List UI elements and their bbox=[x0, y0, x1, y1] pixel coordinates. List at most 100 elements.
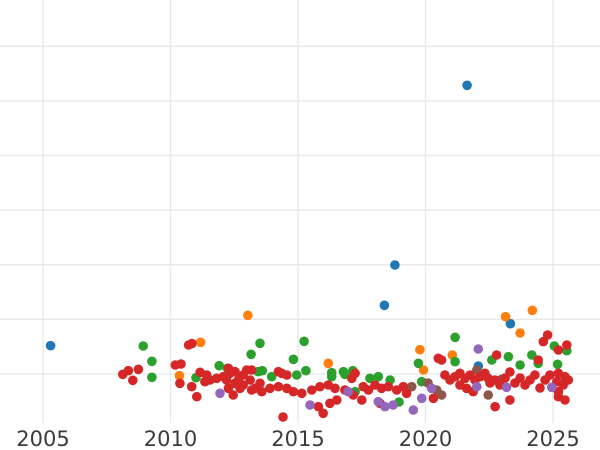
data-point-red bbox=[545, 370, 555, 380]
data-point-purple bbox=[305, 400, 315, 410]
data-point-purple bbox=[408, 405, 419, 415]
data-point-red bbox=[490, 401, 500, 412]
data-point-red bbox=[515, 373, 525, 383]
data-point-red bbox=[230, 366, 240, 377]
data-point-red bbox=[533, 355, 543, 365]
data-point-red bbox=[505, 367, 515, 377]
data-point-blue bbox=[45, 340, 56, 351]
data-point-red bbox=[491, 350, 502, 360]
data-point-red bbox=[363, 385, 374, 395]
x-tick-label: 2010 bbox=[144, 427, 197, 450]
data-point-orange bbox=[195, 337, 206, 348]
data-point-green bbox=[299, 336, 309, 347]
data-point-green bbox=[450, 356, 460, 367]
data-point-blue bbox=[379, 300, 390, 311]
data-point-red bbox=[505, 395, 515, 405]
data-point-green bbox=[214, 360, 224, 371]
data-point-red bbox=[318, 408, 329, 419]
series-purple bbox=[215, 344, 557, 415]
data-point-green bbox=[515, 360, 525, 370]
data-point-red bbox=[245, 375, 255, 385]
gridlines-vertical bbox=[42, 0, 554, 423]
series-blue bbox=[45, 80, 516, 371]
data-point-red bbox=[265, 383, 275, 394]
data-point-purple bbox=[426, 383, 437, 394]
data-point-purple bbox=[388, 400, 398, 410]
data-point-red bbox=[542, 330, 553, 340]
x-tick-label: 2015 bbox=[271, 427, 324, 450]
data-point-orange bbox=[243, 310, 253, 321]
data-point-red bbox=[315, 381, 325, 392]
data-point-green bbox=[365, 373, 375, 384]
data-point-red bbox=[530, 370, 540, 380]
data-point-red bbox=[350, 368, 360, 379]
data-point-red bbox=[330, 383, 340, 394]
data-point-purple bbox=[472, 381, 482, 392]
data-point-red bbox=[246, 365, 257, 375]
data-point-red bbox=[278, 412, 288, 422]
data-point-red bbox=[436, 355, 447, 365]
data-point-red bbox=[560, 395, 570, 405]
data-point-green bbox=[246, 349, 256, 360]
series-red bbox=[118, 330, 574, 422]
data-point-green bbox=[552, 359, 563, 370]
data-point-green bbox=[147, 356, 157, 367]
data-point-orange bbox=[418, 365, 429, 375]
data-point-red bbox=[332, 395, 342, 405]
data-point-purple bbox=[343, 386, 354, 397]
data-point-purple bbox=[501, 382, 512, 393]
data-point-green bbox=[266, 371, 277, 382]
data-point-green bbox=[450, 332, 460, 343]
x-tick-label: 2020 bbox=[399, 427, 452, 450]
data-point-red bbox=[228, 390, 238, 400]
data-point-purple bbox=[380, 401, 390, 412]
data-point-red bbox=[428, 393, 439, 404]
data-point-orange bbox=[515, 328, 525, 338]
data-point-purple bbox=[215, 388, 225, 399]
x-tick-label: 2005 bbox=[16, 427, 69, 450]
data-point-red bbox=[288, 386, 299, 397]
gridlines-horizontal bbox=[0, 45, 600, 375]
data-point-orange bbox=[174, 370, 185, 381]
data-point-red bbox=[553, 345, 564, 355]
data-point-red bbox=[257, 386, 267, 397]
data-point-purple bbox=[546, 382, 557, 393]
data-point-purple bbox=[416, 393, 427, 404]
data-point-red bbox=[123, 365, 134, 376]
data-point-green bbox=[413, 358, 424, 369]
data-point-blue bbox=[505, 318, 516, 329]
data-point-brown bbox=[483, 390, 494, 400]
series-orange bbox=[174, 305, 538, 381]
data-point-green bbox=[301, 365, 311, 376]
data-point-green bbox=[373, 371, 384, 382]
data-point-green bbox=[288, 354, 299, 365]
data-point-red bbox=[401, 388, 412, 399]
data-point-red bbox=[255, 378, 265, 389]
data-point-purple bbox=[373, 396, 384, 407]
data-point-orange bbox=[527, 305, 538, 316]
data-point-green bbox=[255, 338, 265, 349]
data-point-orange bbox=[415, 344, 425, 355]
data-point-blue bbox=[462, 80, 472, 91]
data-point-red bbox=[273, 381, 284, 392]
data-point-green bbox=[503, 351, 514, 362]
data-point-red bbox=[175, 378, 185, 389]
data-point-blue bbox=[390, 260, 400, 270]
data-point-green bbox=[326, 371, 337, 382]
data-point-red bbox=[176, 359, 186, 369]
data-point-purple bbox=[473, 344, 484, 354]
data-point-red bbox=[187, 338, 197, 349]
data-point-brown bbox=[406, 381, 417, 392]
x-axis-tick-labels: 2005 2010 2015 2020 2025 bbox=[16, 427, 579, 450]
data-point-red bbox=[535, 383, 545, 393]
data-point-green bbox=[291, 370, 302, 380]
data-point-red bbox=[238, 380, 248, 390]
data-point-red bbox=[186, 381, 197, 392]
data-point-red bbox=[383, 381, 394, 392]
data-point-red bbox=[313, 401, 324, 412]
data-point-red bbox=[192, 391, 202, 402]
data-point-orange bbox=[500, 311, 511, 322]
data-point-red bbox=[297, 388, 307, 399]
